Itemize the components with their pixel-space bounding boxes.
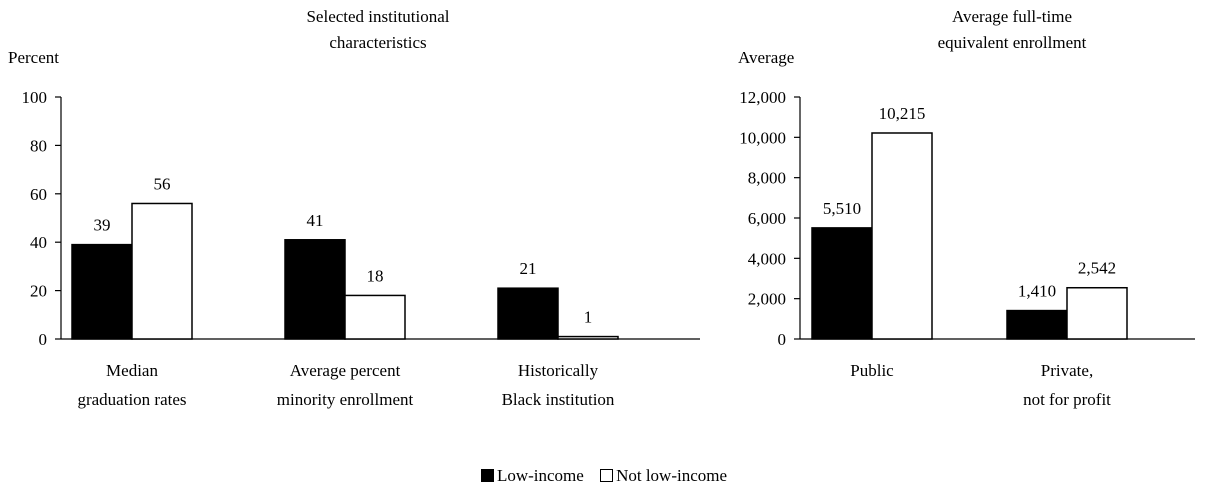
y-tick-label: 2,000 (748, 290, 786, 309)
data-label: 41 (307, 211, 324, 230)
y-tick-label: 100 (22, 88, 48, 107)
data-label: 56 (154, 174, 171, 193)
bar-low-income (71, 243, 133, 340)
y-axis-label: Percent (8, 48, 59, 67)
chart-institutional-characteristics: Selected institutional characteristics Per… (8, 7, 700, 409)
data-label: 5,510 (823, 199, 861, 218)
y-tick-label: 60 (30, 185, 47, 204)
x-category-label: not for profit (1023, 390, 1111, 409)
bar-not-low-income (557, 335, 619, 340)
bar-low-income (497, 287, 559, 340)
bar-low-income (1006, 309, 1068, 340)
y-tick-label: 8,000 (748, 169, 786, 188)
chart-fte-enrollment: Average full-time equivalent enrollment Av… (738, 7, 1195, 409)
legend-item-low-income: Low-income (480, 466, 584, 486)
legend-label-low-income: Low-income (496, 466, 584, 485)
legend-item-not-low-income: Not low-income (600, 466, 727, 486)
legend-swatch-not-low-income (600, 469, 614, 482)
x-category-label: Median (106, 361, 158, 380)
x-category-label: Average percent (290, 361, 401, 380)
bar-not-low-income (871, 132, 933, 340)
legend: Low-income Not low-income (0, 466, 1208, 486)
chart-title-line: Selected institutional (306, 7, 449, 26)
x-category-label: Private, (1041, 361, 1093, 380)
y-tick-label: 12,000 (739, 88, 786, 107)
y-tick-label: 0 (39, 330, 48, 349)
y-tick-label: 0 (778, 330, 787, 349)
x-category-label: Public (850, 361, 894, 380)
legend-label-not-low-income: Not low-income (616, 466, 728, 485)
data-label: 21 (520, 259, 537, 278)
bar-not-low-income (131, 202, 193, 340)
data-label: 39 (94, 216, 111, 235)
x-category-label: minority enrollment (277, 390, 414, 409)
bar-low-income (284, 239, 346, 340)
y-tick-label: 40 (30, 233, 47, 252)
bar-low-income (811, 227, 873, 340)
y-tick-label: 6,000 (748, 209, 786, 228)
chart-title-line: equivalent enrollment (938, 33, 1087, 52)
y-tick-label: 80 (30, 136, 47, 155)
y-tick-label: 4,000 (748, 249, 786, 268)
data-label: 10,215 (879, 104, 926, 123)
bar-not-low-income (1066, 286, 1128, 340)
chart-canvas: Selected institutional characteristics Per… (8, 7, 1195, 409)
chart-title-line: Average full-time (952, 7, 1072, 26)
x-category-label: graduation rates (77, 390, 186, 409)
data-label: 1,410 (1018, 282, 1056, 301)
legend-swatch-low-income (480, 469, 494, 482)
y-tick-label: 20 (30, 282, 47, 301)
y-tick-label: 10,000 (739, 128, 786, 147)
data-label: 2,542 (1078, 259, 1116, 278)
data-label: 1 (584, 308, 593, 327)
bar-not-low-income (344, 294, 406, 340)
y-axis-label: Average (738, 48, 794, 67)
data-label: 18 (367, 266, 384, 285)
chart-title-line: characteristics (329, 33, 426, 52)
x-category-label: Black institution (502, 390, 615, 409)
x-category-label: Historically (518, 361, 599, 380)
